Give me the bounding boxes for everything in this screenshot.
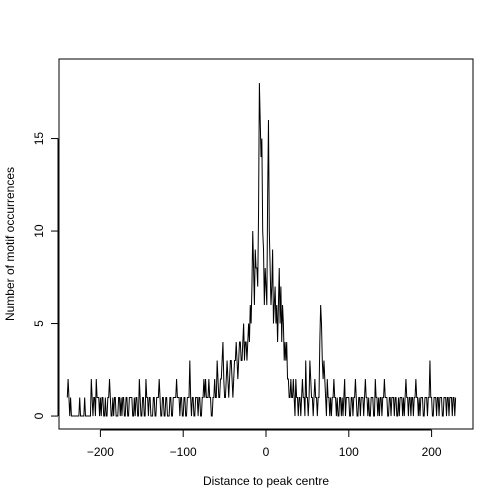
x-axis-label: Distance to peak centre <box>203 474 329 488</box>
x-tick-label: −100 <box>170 445 197 459</box>
x-axis: −200 −100 0 100 200 <box>87 429 442 459</box>
y-tick-label: 10 <box>32 224 46 238</box>
y-axis-label: Number of motif occurrences <box>3 167 17 321</box>
x-tick-label: −200 <box>87 445 114 459</box>
plot-frame <box>58 58 474 430</box>
series-line <box>66 83 457 417</box>
x-tick-label: 0 <box>263 445 270 459</box>
y-tick-label: 5 <box>32 320 46 327</box>
y-tick-label: 0 <box>32 412 46 419</box>
y-axis: 0 5 10 15 <box>32 132 59 419</box>
x-tick-label: 200 <box>422 445 442 459</box>
y-tick-label: 15 <box>32 132 46 146</box>
x-tick-label: 100 <box>339 445 359 459</box>
